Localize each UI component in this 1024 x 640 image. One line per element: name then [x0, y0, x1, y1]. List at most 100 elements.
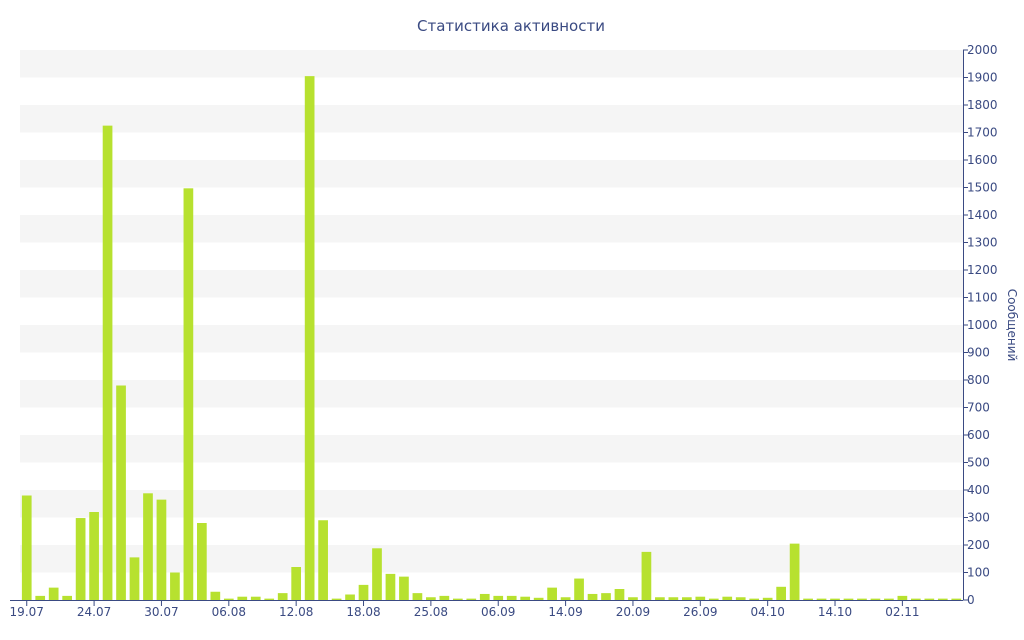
x-tick-label: 14.09 [548, 605, 582, 619]
bar [35, 595, 46, 601]
y-tick-label: 1100 [967, 291, 998, 305]
bar [331, 598, 342, 601]
bar [547, 587, 557, 601]
bar [143, 493, 153, 600]
bar [789, 543, 800, 601]
y-tick-label: 100 [967, 566, 990, 580]
bar [601, 593, 611, 601]
bar [479, 593, 490, 600]
grid-band [20, 380, 963, 408]
bar [89, 512, 99, 600]
bar [560, 597, 571, 600]
x-tick-label: 19.07 [10, 605, 44, 619]
bar [264, 598, 275, 601]
bar [843, 598, 854, 601]
grid-band [20, 270, 963, 298]
y-tick-label: 2000 [967, 43, 998, 57]
y-tick-label: 1800 [967, 98, 998, 112]
bar [466, 598, 477, 601]
grid-band [20, 50, 963, 78]
y-tick-label: 700 [967, 401, 990, 415]
bar [708, 598, 719, 601]
bar [385, 573, 396, 601]
bar [493, 595, 504, 601]
y-axis-label: Сообщений [1005, 289, 1019, 362]
bar [830, 598, 840, 601]
bar [223, 598, 234, 601]
bar [412, 593, 423, 601]
grid-band [20, 215, 963, 243]
x-tick-label: 02.11 [885, 605, 919, 619]
bar [884, 598, 894, 601]
chart-title: Статистика активности [417, 17, 605, 35]
y-tick-label: 900 [967, 346, 990, 360]
x-tick-label: 18.08 [346, 605, 380, 619]
bar [75, 518, 86, 600]
bar [681, 597, 692, 600]
bar [170, 572, 180, 600]
axes: 19.07 24.07 30.07 06.08 12.08 18.08 25.08 06.09… [10, 43, 998, 619]
bar [277, 593, 288, 601]
y-tick-label: 200 [967, 538, 990, 552]
bar [62, 595, 72, 601]
x-tick-label: 14.10 [818, 605, 852, 619]
bar [197, 523, 207, 600]
bar [816, 598, 827, 601]
bar [587, 593, 598, 600]
y-tick-label: 300 [967, 511, 990, 525]
bar [641, 551, 652, 601]
grid-band [20, 435, 963, 463]
bar [129, 557, 140, 601]
bar [426, 597, 436, 600]
bar [291, 567, 302, 600]
x-tick-label: 26.09 [683, 605, 717, 619]
x-tick-label: 06.09 [481, 605, 515, 619]
bar [156, 499, 167, 601]
bar [857, 598, 867, 601]
y-tick-label: 0 [967, 593, 975, 607]
bar [304, 76, 315, 601]
bar [318, 520, 328, 600]
grid-band [20, 105, 963, 133]
bar [372, 548, 382, 600]
x-tick-label: 30.07 [144, 605, 178, 619]
grid-band [20, 325, 963, 353]
bar [506, 595, 517, 601]
bar [668, 597, 679, 600]
x-tick-label: 04.10 [750, 605, 784, 619]
bar [762, 597, 773, 600]
bar [210, 591, 221, 600]
x-tick-label: 24.07 [77, 605, 111, 619]
bar [749, 598, 760, 601]
bar [452, 598, 463, 601]
bar [695, 596, 706, 600]
y-tick-label: 1600 [967, 153, 998, 167]
bar [439, 595, 450, 601]
bar [937, 598, 948, 601]
bar [803, 598, 813, 601]
bar [116, 385, 126, 600]
bar [399, 576, 409, 601]
x-tick-label: 25.08 [414, 605, 448, 619]
bar [951, 598, 962, 601]
y-tick-label: 1500 [967, 181, 998, 195]
y-tick-label: 1200 [967, 263, 998, 277]
x-tick-label: 12.08 [279, 605, 313, 619]
bar [574, 578, 584, 600]
bar [102, 125, 113, 601]
bars [21, 76, 962, 601]
bar [628, 597, 638, 600]
bar [870, 598, 881, 601]
bar [911, 598, 921, 601]
bar [21, 495, 32, 600]
bar [183, 188, 194, 600]
y-tick-label: 1000 [967, 318, 998, 332]
y-tick-label: 1400 [967, 208, 998, 222]
bar [722, 596, 733, 600]
y-tick-label: 1700 [967, 126, 998, 140]
y-tick-label: 800 [967, 373, 990, 387]
bar [735, 597, 746, 600]
bar [655, 597, 665, 600]
